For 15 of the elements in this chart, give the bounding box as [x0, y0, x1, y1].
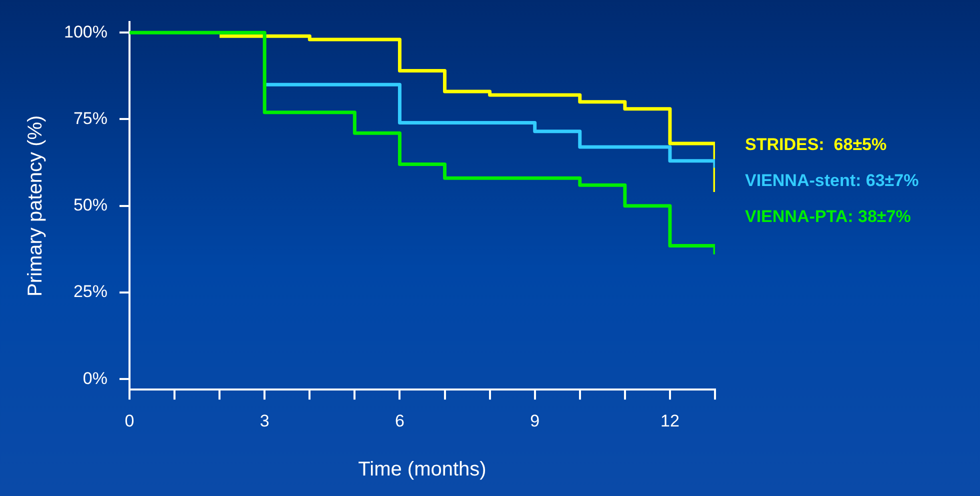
series-label: STRIDES: 68±5% — [745, 135, 888, 155]
x-tick-label: 3 — [260, 411, 270, 430]
y-tick-label: 50% — [73, 196, 108, 215]
text: VIENNA-PTA: 38±7% — [745, 207, 912, 227]
y-axis-title: Primary patency (%) — [24, 115, 47, 296]
series-label: VIENNA-stent: 63±7% — [745, 171, 919, 191]
x-tick-label: 12 — [660, 411, 680, 430]
x-axis-title: Time (months) — [358, 458, 486, 481]
y-tick-label: 100% — [64, 22, 108, 42]
y-tick-label: 0% — [82, 368, 108, 388]
y-tick-label: 75% — [73, 108, 108, 128]
x-tick-label: 0 — [124, 411, 134, 430]
y-tick-label: 25% — [73, 282, 108, 302]
x-tick-label: 6 — [394, 411, 404, 430]
x-tick-label: 9 — [530, 411, 540, 430]
